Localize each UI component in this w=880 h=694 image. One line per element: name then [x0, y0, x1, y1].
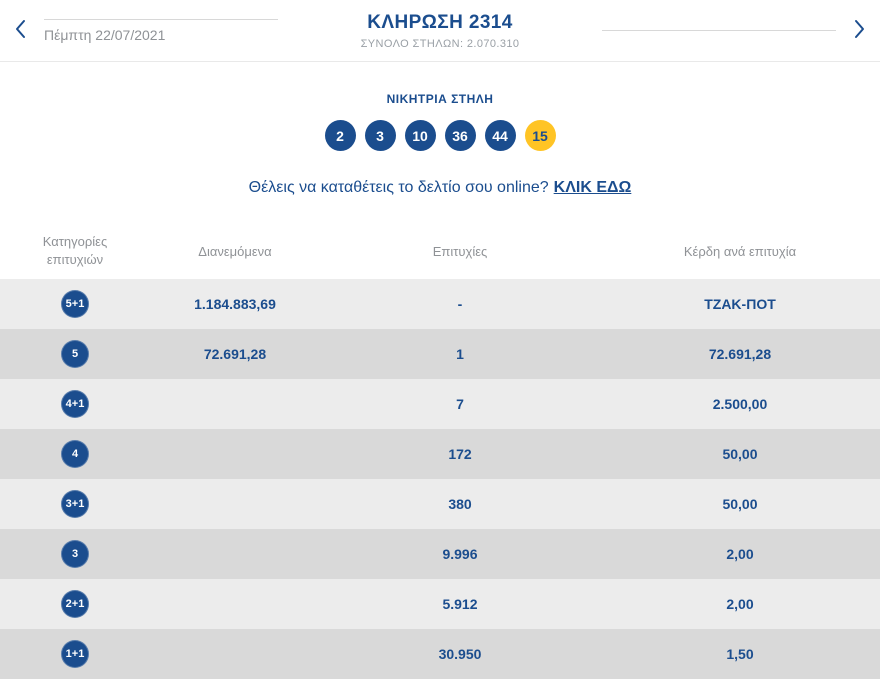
- wins-value: 9.996: [442, 546, 478, 562]
- wins-value: 380: [448, 496, 472, 512]
- winning-number-ball: 2: [324, 120, 356, 151]
- table-row: 3 9.996 2,00: [0, 529, 880, 579]
- prize-value: 50,00: [722, 446, 758, 462]
- distributed-value: 1.184.883,69: [194, 296, 276, 312]
- next-draw-button[interactable]: [848, 15, 872, 46]
- winning-number-ball: 44: [484, 120, 516, 151]
- table-header-row: Κατηγορίες επιτυχιών Διανεμόμενα Επιτυχί…: [0, 223, 880, 279]
- category-badge: 1+1: [61, 640, 89, 668]
- left-divider-line: [44, 18, 278, 20]
- chevron-right-icon: [854, 19, 866, 42]
- category-badge: 2+1: [61, 590, 89, 618]
- category-badge: 5+1: [61, 290, 89, 318]
- draw-date: Πέμπτη 22/07/2021: [44, 26, 166, 43]
- online-cta: Θέλεις να καταθέτεις το δελτίο σου onlin…: [0, 179, 880, 197]
- header-categories: Κατηγορίες επιτυχιών: [42, 234, 108, 267]
- previous-draw-button[interactable]: [8, 15, 32, 46]
- wins-value: 7: [456, 396, 464, 412]
- draw-header: Πέμπτη 22/07/2021 ΚΛΗΡΩΣΗ 2314 ΣΥΝΟΛΟ ΣΤ…: [0, 0, 880, 62]
- table-row: 5+1 1.184.883,69 - ΤΖΑΚ-ΠΟΤ: [0, 279, 880, 329]
- table-body: 5+1 1.184.883,69 - ΤΖΑΚ-ΠΟΤ 5 72.691,28 …: [0, 279, 880, 679]
- cta-link[interactable]: ΚΛΙΚ ΕΔΩ: [553, 179, 632, 196]
- wins-value: 172: [448, 446, 472, 462]
- results-table: Κατηγορίες επιτυχιών Διανεμόμενα Επιτυχί…: [0, 223, 880, 679]
- draw-title-block: ΚΛΗΡΩΣΗ 2314 ΣΥΝΟΛΟ ΣΤΗΛΩΝ: 2.070.310: [290, 12, 590, 50]
- wins-value: -: [457, 296, 463, 312]
- draw-title: ΚΛΗΡΩΣΗ 2314: [367, 11, 513, 33]
- table-row: 5 72.691,28 1 72.691,28: [0, 329, 880, 379]
- chevron-left-icon: [14, 19, 26, 42]
- category-badge: 5: [61, 340, 89, 368]
- header-wins: Επιτυχίες: [432, 243, 488, 259]
- cta-text: Θέλεις να καταθέτεις το δελτίο σου onlin…: [248, 179, 549, 196]
- header-distributed: Διανεμόμενα: [198, 243, 272, 259]
- table-row: 4 172 50,00: [0, 429, 880, 479]
- wins-value: 1: [456, 346, 464, 362]
- table-row: 4+1 7 2.500,00: [0, 379, 880, 429]
- prize-value: 50,00: [722, 496, 758, 512]
- right-divider-line: [602, 30, 836, 31]
- prize-value: 2,00: [726, 546, 754, 562]
- header-prize: Κέρδη ανά επιτυχία: [683, 243, 797, 259]
- prize-value: 2.500,00: [712, 396, 768, 412]
- prize-value: 2,00: [726, 596, 754, 612]
- category-badge: 3: [61, 540, 89, 568]
- winning-number-ball: 10: [404, 120, 436, 151]
- winning-number-ball: 3: [364, 120, 396, 151]
- prize-value: 72.691,28: [708, 346, 772, 362]
- joker-number-ball: 15: [524, 120, 556, 151]
- table-row: 1+1 30.950 1,50: [0, 629, 880, 679]
- category-badge: 3+1: [61, 490, 89, 518]
- header-right-block: [590, 30, 848, 31]
- prize-value: ΤΖΑΚ-ΠΟΤ: [704, 296, 776, 312]
- wins-value: 30.950: [438, 646, 482, 662]
- table-row: 3+1 380 50,00: [0, 479, 880, 529]
- header-left-block: Πέμπτη 22/07/2021: [32, 18, 290, 43]
- category-badge: 4+1: [61, 390, 89, 418]
- prize-value: 1,50: [726, 646, 754, 662]
- winning-column-label: ΝΙΚΗΤΡΙΑ ΣΤΗΛΗ: [386, 92, 494, 106]
- category-badge: 4: [61, 440, 89, 468]
- table-row: 2+1 5.912 2,00: [0, 579, 880, 629]
- winning-number-ball: 36: [444, 120, 476, 151]
- draw-columns-total: ΣΥΝΟΛΟ ΣΤΗΛΩΝ: 2.070.310: [360, 37, 520, 50]
- distributed-value: 72.691,28: [203, 346, 267, 362]
- wins-value: 5.912: [442, 596, 478, 612]
- winning-numbers: 2 3 10 36 44 15: [0, 120, 880, 151]
